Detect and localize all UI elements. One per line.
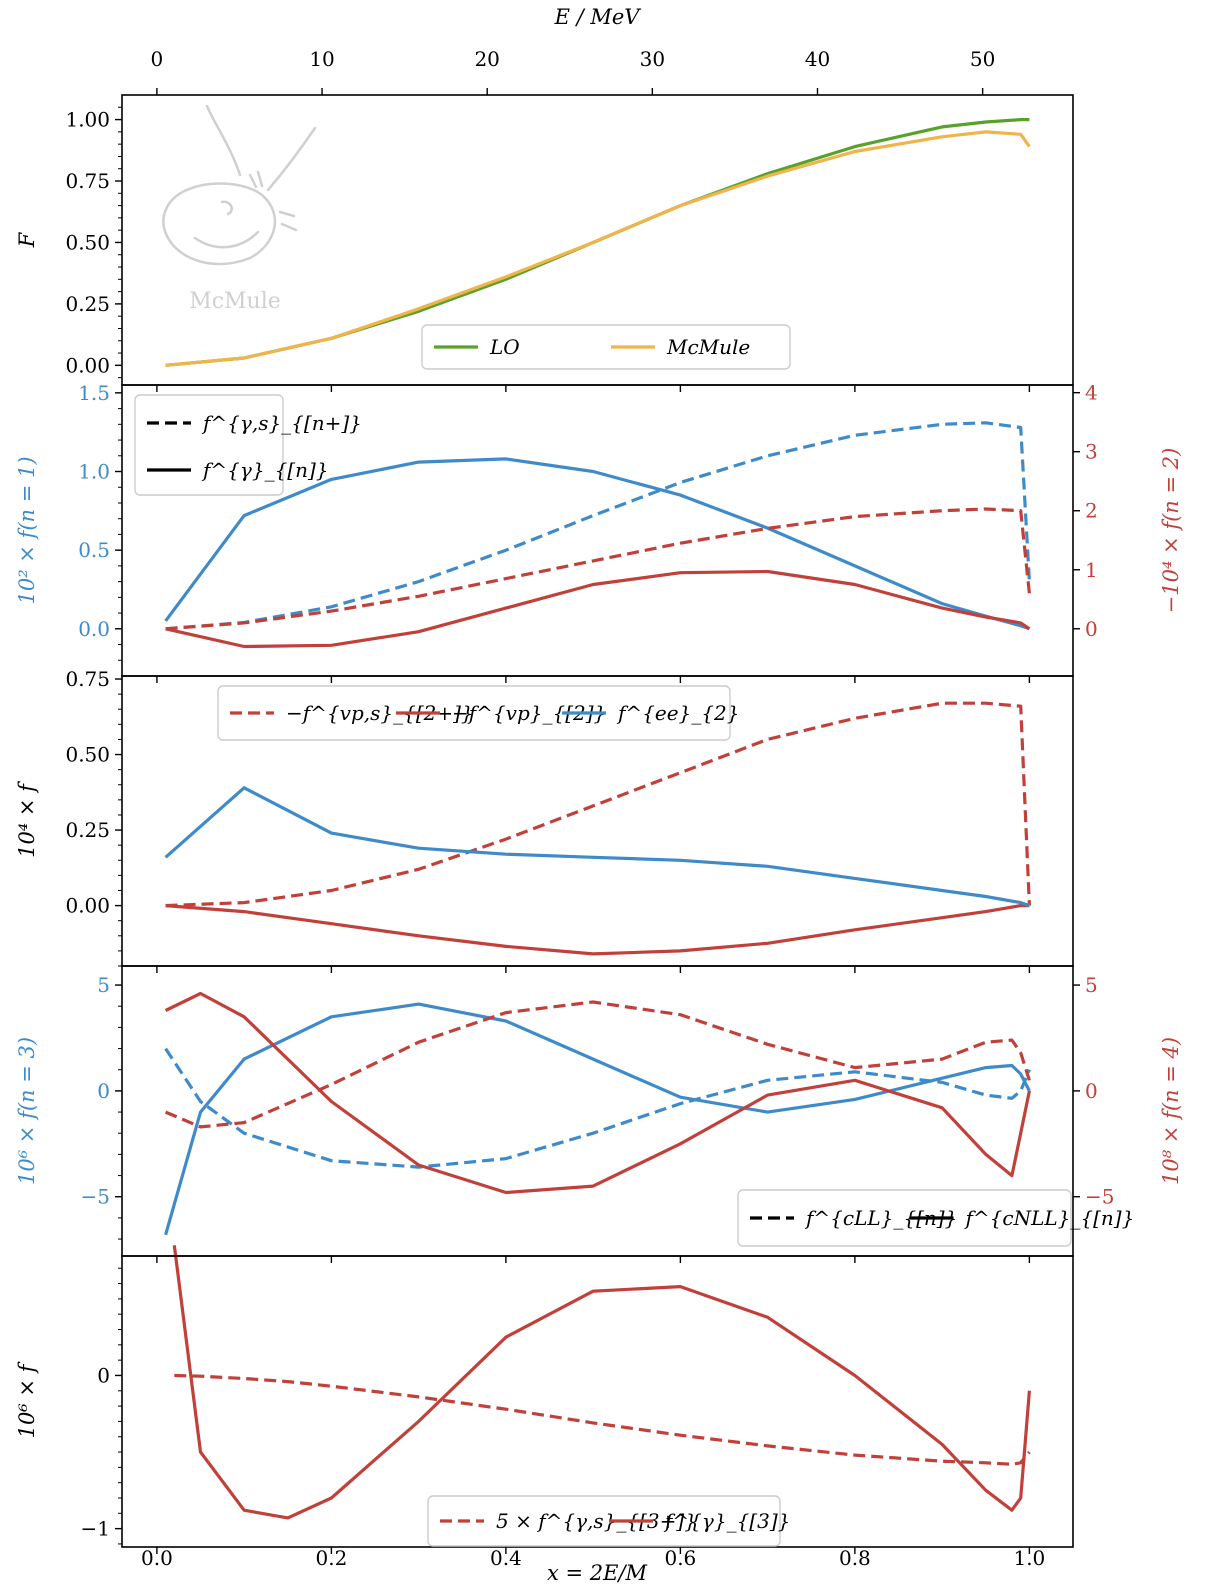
series-line-ee <box>164 786 1030 908</box>
series-line-n-4-nll <box>164 991 1031 1195</box>
legend-label: LO <box>489 335 520 359</box>
y-tick-label: −1 <box>81 1517 110 1541</box>
bottom-x-tick-label: 0.4 <box>490 1546 522 1570</box>
top-x-tick-label: 20 <box>474 47 499 71</box>
series-line-n-2-soft <box>165 507 1031 631</box>
bottom-x-tick-label: 0.0 <box>141 1546 173 1570</box>
y-tick-label: 0.25 <box>65 818 110 842</box>
logo-hair <box>248 170 298 232</box>
legend-box <box>421 324 791 370</box>
legend: −f^{vp,s}_{[2+]}−f^{vp}_{[2]} f^{ee}_{2} <box>217 685 739 741</box>
series-line-n-3-ll <box>164 1047 1031 1169</box>
y-tick-label: 1.00 <box>65 108 110 132</box>
series-line-n-1-full <box>164 457 1030 631</box>
legend-label: f^{γ,s}_{[n+]} <box>201 411 362 435</box>
mcmule-logo: McMule <box>162 104 317 314</box>
legend: f^{γ,s}_{[n+]} f^{γ}_{[n]} <box>134 394 362 496</box>
legend-label: f^{ee}_{2} <box>616 701 739 725</box>
logo-ear-right <box>266 126 317 192</box>
top-x-tick-label: 50 <box>970 47 995 71</box>
panel-2: 0.0 0.5 1.0 1.5 0 1 2 3 4 10² × f(n = 1) −10⁴ × f(… <box>15 381 1183 683</box>
y-axis-label: 10⁴ × f <box>15 781 39 858</box>
y-right-axis-label: −10⁴ × f(n = 2) <box>1159 448 1183 614</box>
bottom-x-tick-label: 1.0 <box>1013 1546 1045 1570</box>
y-tick-label: 1.0 <box>78 460 110 484</box>
series-line-full <box>172 1245 1031 1520</box>
y-tick-label: 0.50 <box>65 743 110 767</box>
legend-label: f^{γ}_{[n]} <box>201 458 329 482</box>
bottom-x-tick-label: 0.6 <box>664 1546 696 1570</box>
legend: LO McMule <box>421 324 791 370</box>
y-right-tick-label: −5 <box>1085 1185 1114 1209</box>
top-axis: 0 10 20 30 40 50 <box>151 47 995 95</box>
y-tick-label: 0.25 <box>65 292 110 316</box>
y-tick-label: 0 <box>97 1363 110 1387</box>
series-line-n-2-full <box>165 569 1031 649</box>
y-tick-label: −5 <box>81 1185 110 1209</box>
y-right-tick-label: 5 <box>1085 973 1098 997</box>
panel-5: −1 0 10⁶ × f 5 × f^{γ,s}_{[3+]}f^{γ}_{[3]} <box>15 1245 1074 1554</box>
legend-label: McMule <box>666 335 750 359</box>
y-axis-label: 10⁶ × f <box>15 1361 39 1438</box>
top-x-tick-label: 40 <box>805 47 830 71</box>
logo-head <box>162 182 277 266</box>
top-x-tick-label: 0 <box>151 47 164 71</box>
y-right-tick-label: 2 <box>1085 499 1098 523</box>
y-tick-label: 0.5 <box>78 538 110 562</box>
y-right-tick-label: 3 <box>1085 440 1098 464</box>
bottom-axis-label: x = 2E/M <box>547 1561 648 1585</box>
top-axis-label: E / MeV <box>554 5 642 29</box>
y-axis-label: 10² × f(n = 1) <box>15 456 39 604</box>
y-right-tick-label: 4 <box>1085 381 1098 405</box>
y-axis-label: F <box>15 231 39 248</box>
y-tick-label: 1.5 <box>78 381 110 405</box>
series-line-n-4-ll <box>164 1000 1031 1129</box>
logo-eye <box>220 200 233 216</box>
y-right-tick-label: 0 <box>1085 1079 1098 1103</box>
legend-label: f^{γ}_{[3]} <box>663 1509 790 1533</box>
y-tick-label: 0.50 <box>65 230 110 254</box>
series-line-5-soft <box>174 1373 1031 1466</box>
legend-box <box>217 685 731 741</box>
logo-ear-left <box>205 104 242 177</box>
legend-label: −f^{vp,s}_{[2+]} <box>286 701 474 725</box>
legend-label: f^{cNLL}_{[n]} <box>964 1206 1135 1230</box>
legend-box <box>737 1189 1072 1247</box>
series-line-vp-soft <box>165 701 1031 908</box>
bottom-x-tick-label: 0.8 <box>839 1546 871 1570</box>
legend: 5 × f^{γ,s}_{[3+]}f^{γ}_{[3]} <box>427 1495 790 1547</box>
y-tick-label: 0.00 <box>65 353 110 377</box>
y-tick-label: 0.0 <box>78 617 110 641</box>
y-tick-label: 0.00 <box>65 894 110 918</box>
top-x-tick-label: 30 <box>640 47 665 71</box>
panel-4: −5 0 5 −5 0 5 10⁶ × f(n = 3) 10⁸ × f(n = 4) f^{c… <box>15 965 1183 1263</box>
series-line-vp <box>165 904 1030 956</box>
y-tick-label: 5 <box>97 973 110 997</box>
panel-1: 0.00 0.25 0.50 0.75 1.00 F LO McMule <box>15 94 1074 392</box>
bottom-x-tick-label: 0.2 <box>315 1546 347 1570</box>
panel-frame <box>121 1255 1074 1548</box>
y-right-axis-label: 10⁸ × f(n = 4) <box>1159 1037 1183 1185</box>
logo-text: McMule <box>189 289 281 314</box>
y-tick-label: 0 <box>97 1079 110 1103</box>
top-x-tick-label: 10 <box>309 47 334 71</box>
legend: f^{cLL}_{[n]} f^{cNLL}_{[n]} <box>737 1189 1135 1247</box>
series-line-mcmule <box>165 130 1031 367</box>
y-right-tick-label: 0 <box>1085 617 1098 641</box>
y-axis-label: 10⁶ × f(n = 3) <box>15 1037 39 1185</box>
y-tick-label: 0.75 <box>65 667 110 691</box>
series-line-n-1-soft <box>165 421 1031 631</box>
y-right-tick-label: 1 <box>1085 558 1098 582</box>
panel-3: 0.00 0.25 0.50 0.75 10⁴ × f −f^{vp,s}_{[2+]}−… <box>15 667 1074 973</box>
y-tick-label: 0.75 <box>65 169 110 193</box>
legend-label: 5 × f^{γ,s}_{[3+]} <box>496 1509 697 1533</box>
logo-mouth <box>193 230 260 249</box>
legend-box <box>427 1495 781 1547</box>
